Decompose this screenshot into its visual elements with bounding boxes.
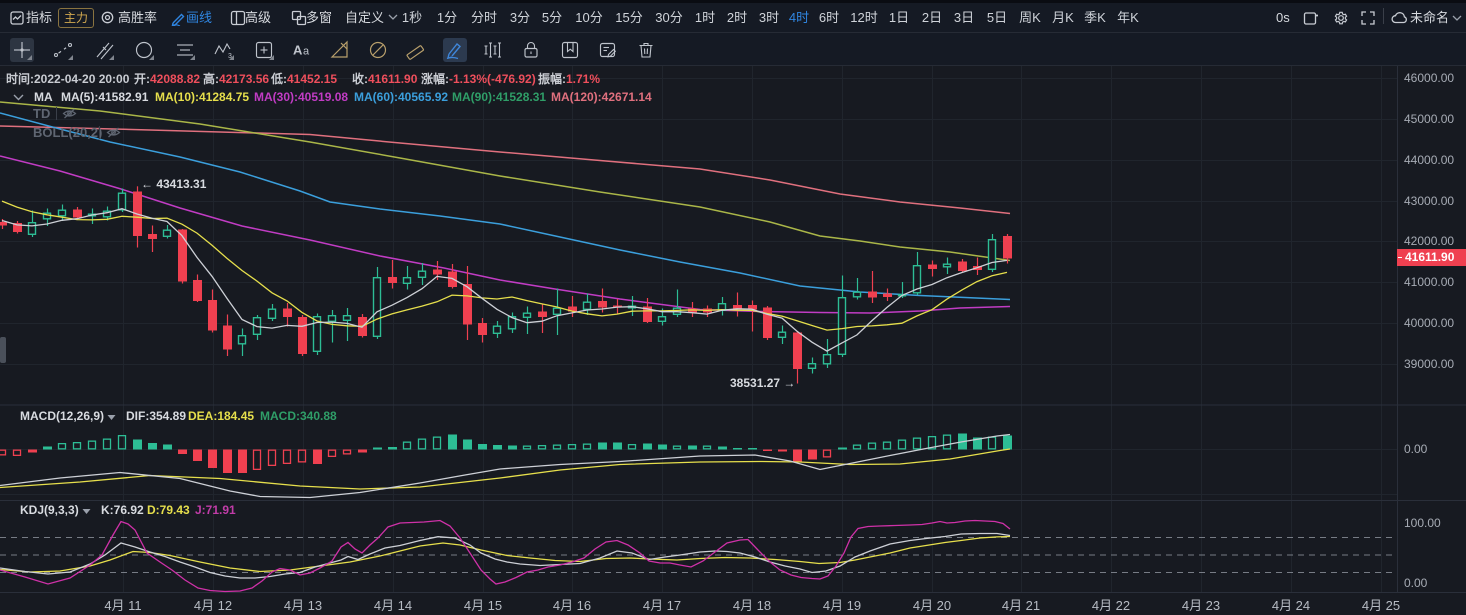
- svg-text:A: A: [293, 43, 303, 58]
- svg-text:a: a: [303, 46, 310, 58]
- svg-text:3: 3: [228, 53, 232, 60]
